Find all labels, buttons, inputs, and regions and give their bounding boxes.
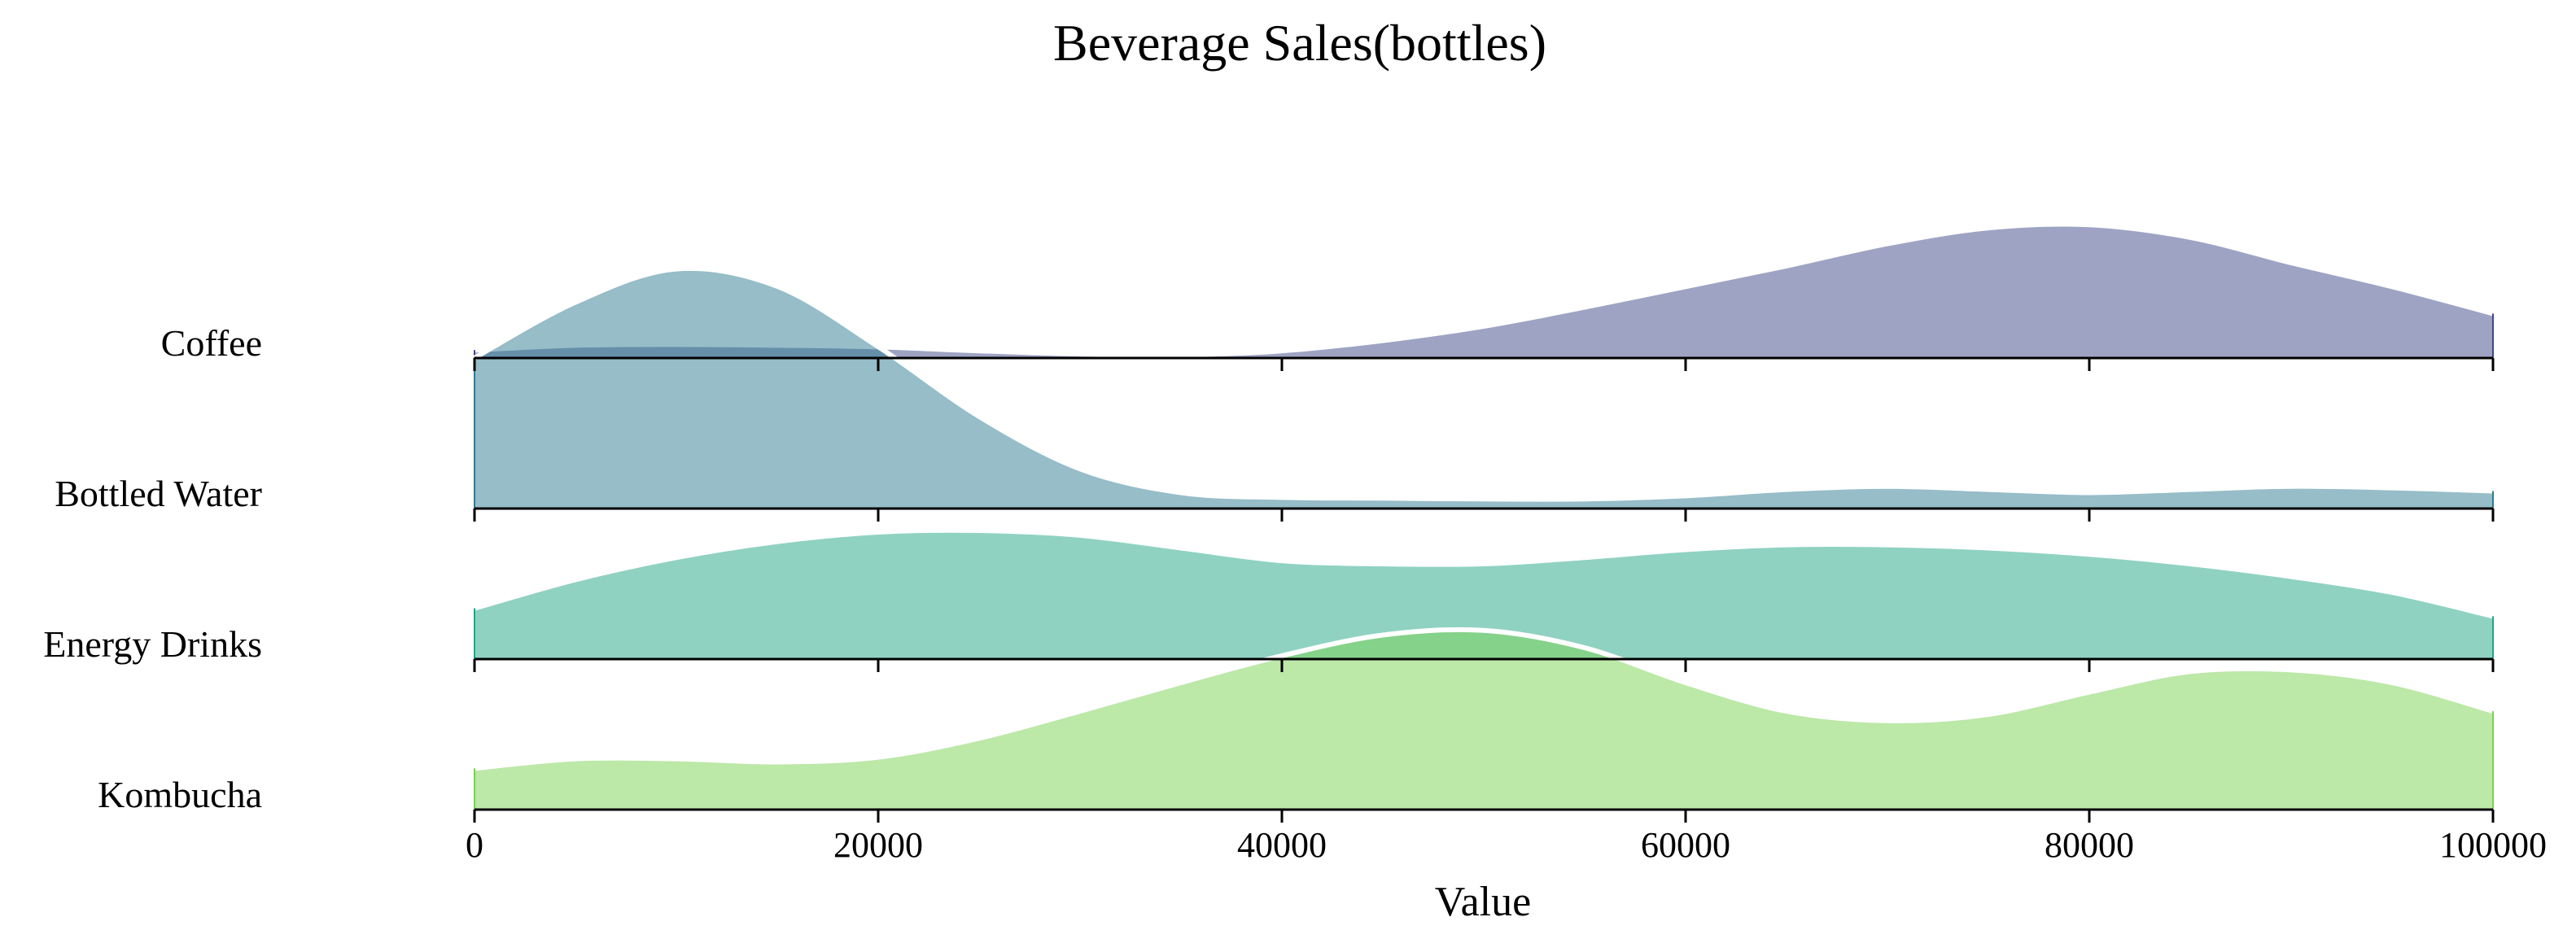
ridge-line-kombucha <box>474 627 2494 771</box>
ridge-label-coffee: Coffee <box>161 322 262 364</box>
x-tick-label: 80000 <box>2045 825 2134 865</box>
ridge-area-energy-drinks <box>475 530 2493 659</box>
ridge-line-energy-drinks <box>474 527 2494 619</box>
ridge-label-energy-drinks: Energy Drinks <box>43 623 262 665</box>
x-tick-label: 0 <box>466 825 483 865</box>
ridge-label-bottled-water: Bottled Water <box>55 473 262 514</box>
x-tick-label: 20000 <box>833 825 923 865</box>
x-tick-label: 40000 <box>1237 825 1327 865</box>
chart-title: Beverage Sales(bottles) <box>1053 14 1546 72</box>
ridge-area-bottled-water <box>475 268 2493 509</box>
ridge-label-kombucha: Kombucha <box>98 774 262 815</box>
ridge-line-bottled-water <box>473 265 2494 502</box>
ridge-layers <box>473 221 2494 810</box>
ridge-area-coffee <box>475 224 2493 358</box>
ridge-area-kombucha <box>475 629 2493 810</box>
ridge-axes: Coffee Bottled Water Energy Drinks Kombucha… <box>43 322 2547 865</box>
x-axis-label: Value <box>1435 879 1531 925</box>
x-tick-label: 60000 <box>1641 825 1730 865</box>
x-tick-label: 100000 <box>2439 825 2547 865</box>
